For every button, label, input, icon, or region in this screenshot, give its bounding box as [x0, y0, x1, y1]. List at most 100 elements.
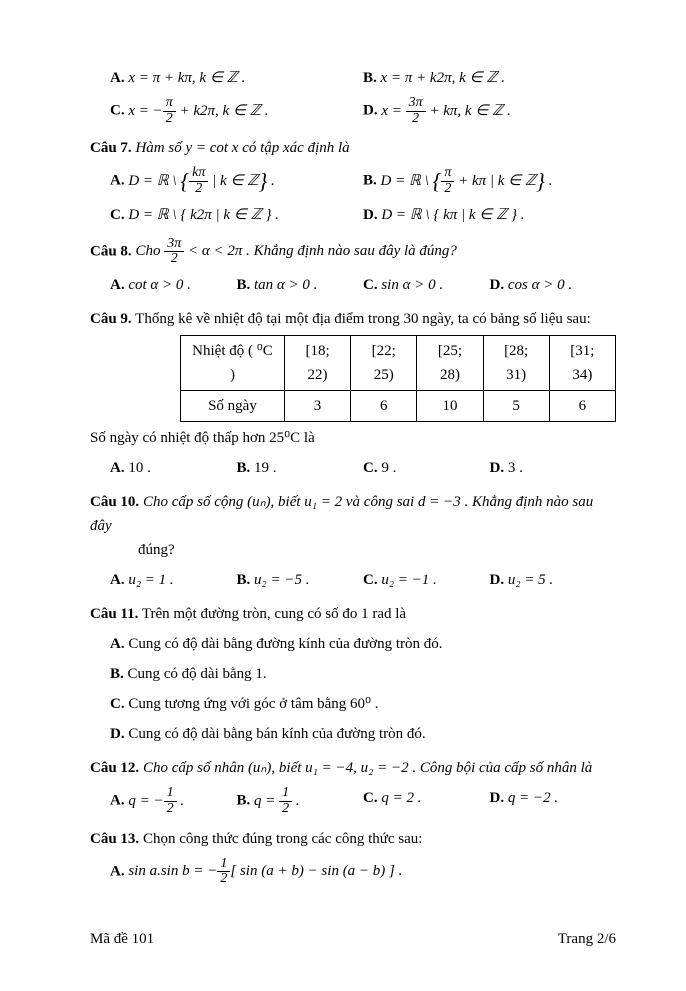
- q9-v4: 5: [483, 391, 549, 422]
- q11-a-text: Cung có độ dài bằng đường kính của đường…: [128, 636, 442, 652]
- q12-b-post: .: [292, 793, 300, 809]
- q10-d-text: u₂ = 5 .: [508, 572, 553, 588]
- q7-b-pre: D = ℝ \: [381, 173, 433, 189]
- q11-label: Câu 11.: [90, 606, 138, 622]
- q11-c: C. Cung tương ứng với góc ở tâm bằng 60⁰…: [110, 692, 616, 716]
- q7-b-post: + kπ | k ∈ ℤ: [454, 173, 536, 189]
- q10-a: A. u₂ = 1 .: [110, 568, 237, 592]
- q8-d: D. cos α > 0 .: [490, 273, 617, 297]
- q7-text: Hàm số y = cot x có tập xác định là: [132, 140, 350, 156]
- q9-v5: 6: [549, 391, 615, 422]
- q12-label: Câu 12.: [90, 760, 139, 776]
- q6-b: B. x = π + k2π, k ∈ ℤ .: [363, 66, 616, 90]
- q7: Câu 7. Hàm số y = cot x có tập xác định …: [90, 136, 616, 160]
- q10-d: D. u₂ = 5 .: [490, 568, 617, 592]
- q12-d: D. q = −2 .: [490, 786, 617, 816]
- q9-text: Thống kê về nhiệt độ tại một địa điểm tr…: [132, 311, 591, 327]
- q10-label: Câu 10.: [90, 494, 139, 510]
- q6-d: D. x = 3π2 + kπ, k ∈ ℤ .: [363, 96, 616, 126]
- q9-h1: Nhiệt độ ( ⁰C ): [181, 336, 285, 391]
- q13-a-pre: sin a.sin b = −: [128, 863, 217, 879]
- q11-b: B. Cung có độ dài bằng 1.: [110, 662, 616, 686]
- q12-b-den: 2: [279, 802, 292, 817]
- q13-a: A. sin a.sin b = −12[ sin (a + b) − sin …: [110, 857, 616, 887]
- q9-a: A. 10 .: [110, 456, 237, 480]
- q8-d-text: cos α > 0 .: [508, 277, 572, 293]
- q12-options: A. q = −12 . B. q = 12 . C. q = 2 . D. q…: [110, 786, 616, 816]
- q9-table: Nhiệt độ ( ⁰C ) [18; 22) [22; 25) [25; 2…: [180, 335, 616, 422]
- q11-options: A. Cung có độ dài bằng đường kính của đư…: [90, 632, 616, 746]
- q9-b-text: 19 .: [254, 460, 277, 476]
- q11: Câu 11. Trên một đường tròn, cung có số …: [90, 602, 616, 626]
- footer-left: Mã đề 101: [90, 927, 154, 951]
- q13-text: Chọn công thức đúng trong các công thức …: [139, 831, 422, 847]
- q9-c2: [22; 25): [351, 336, 417, 391]
- q8-label: Câu 8.: [90, 243, 132, 259]
- q6-d-pre: x =: [381, 103, 405, 119]
- q8-num: 3π: [164, 237, 184, 253]
- q12-b-num: 1: [279, 786, 292, 802]
- q8-a-text: cot α > 0 .: [128, 277, 191, 293]
- q13-a-den: 2: [217, 872, 230, 887]
- q6-a-text: x = π + kπ, k ∈ ℤ .: [128, 70, 245, 86]
- q6-c-post: + k2π, k ∈ ℤ .: [176, 103, 269, 119]
- q7-c: C. D = ℝ \ { k2π | k ∈ ℤ } .: [110, 203, 363, 227]
- q7-a: A. D = ℝ \ {kπ2 | k ∈ ℤ} .: [110, 166, 363, 196]
- q6-d-post: + kπ, k ∈ ℤ .: [426, 103, 511, 119]
- page-footer: Mã đề 101 Trang 2/6: [90, 927, 616, 951]
- q10-options: A. u₂ = 1 . B. u₂ = −5 . C. u₂ = −1 . D.…: [110, 568, 616, 592]
- q7-a-pre: D = ℝ \: [128, 173, 180, 189]
- q7-a-num: kπ: [189, 166, 208, 182]
- q9-v1: 3: [284, 391, 350, 422]
- q11-b-text: Cung có độ dài bằng 1.: [128, 666, 267, 682]
- q8-c-text: sin α > 0 .: [381, 277, 443, 293]
- q8-den: 2: [164, 252, 184, 267]
- q11-d-text: Cung có độ dài bằng bán kính của đường t…: [128, 726, 425, 742]
- q9-d-text: 3 .: [508, 460, 523, 476]
- q6-row-cd: C. x = −π2 + k2π, k ∈ ℤ . D. x = 3π2 + k…: [110, 96, 616, 126]
- q10-b-text: u₂ = −5 .: [254, 572, 309, 588]
- q9-b: B. 19 .: [237, 456, 364, 480]
- q9-label: Câu 9.: [90, 311, 132, 327]
- q6-c-pre: x = −: [128, 103, 162, 119]
- q6-c-den: 2: [163, 112, 176, 127]
- q8-pre: Cho: [132, 243, 165, 259]
- q9-v3: 10: [417, 391, 483, 422]
- q13: Câu 13. Chọn công thức đúng trong các cô…: [90, 827, 616, 851]
- q9-c1: [18; 22): [284, 336, 350, 391]
- q7-label: Câu 7.: [90, 140, 132, 156]
- q9-d: D. 3 .: [490, 456, 617, 480]
- q7-c-text: D = ℝ \ { k2π | k ∈ ℤ } .: [128, 207, 279, 223]
- footer-right: Trang 2/6: [558, 927, 616, 951]
- q13-options: A. sin a.sin b = −12[ sin (a + b) − sin …: [90, 857, 616, 887]
- q6-c: C. x = −π2 + k2π, k ∈ ℤ .: [110, 96, 363, 126]
- q9-after: Số ngày có nhiệt độ thấp hơn 25⁰C là: [90, 426, 616, 450]
- q12-b-pre: q =: [254, 793, 279, 809]
- q9-options: A. 10 . B. 19 . C. 9 . D. 3 .: [110, 456, 616, 480]
- q12-a-num: 1: [164, 786, 177, 802]
- q9-c4: [28; 31): [483, 336, 549, 391]
- q9-c5: [31; 34): [549, 336, 615, 391]
- q10-text: Cho cấp số cộng (uₙ), biết u₁ = 2 và côn…: [90, 494, 593, 534]
- q12-c: C. q = 2 .: [363, 786, 490, 816]
- q12-c-text: q = 2 .: [381, 790, 421, 806]
- q7-row-ab: A. D = ℝ \ {kπ2 | k ∈ ℤ} . B. D = ℝ \ {π…: [110, 166, 616, 196]
- q7-a-den: 2: [189, 182, 208, 197]
- q6-b-text: x = π + k2π, k ∈ ℤ .: [381, 70, 505, 86]
- q7-d-text: D = ℝ \ { kπ | k ∈ ℤ } .: [381, 207, 524, 223]
- q8-post: < α < 2π . Khẳng định nào sau đây là đún…: [184, 243, 457, 259]
- q11-c-text: Cung tương ứng với góc ở tâm bằng 60⁰ .: [128, 696, 378, 712]
- q7-row-cd: C. D = ℝ \ { k2π | k ∈ ℤ } . D. D = ℝ \ …: [110, 203, 616, 227]
- q9-a-text: 10 .: [128, 460, 151, 476]
- q11-d: D. Cung có độ dài bằng bán kính của đườn…: [110, 722, 616, 746]
- q10-text2: đúng?: [138, 538, 616, 562]
- q8-b: B. tan α > 0 .: [237, 273, 364, 297]
- q10-c-text: u₂ = −1 .: [381, 572, 436, 588]
- q6-c-num: π: [163, 96, 176, 112]
- q12-a-pre: q = −: [128, 793, 163, 809]
- q7-b-num: π: [441, 166, 454, 182]
- q9-c: C. 9 .: [363, 456, 490, 480]
- q9: Câu 9. Thống kê về nhiệt độ tại một địa …: [90, 307, 616, 331]
- q12-a-den: 2: [164, 802, 177, 817]
- q6-a: A. x = π + kπ, k ∈ ℤ .: [110, 66, 363, 90]
